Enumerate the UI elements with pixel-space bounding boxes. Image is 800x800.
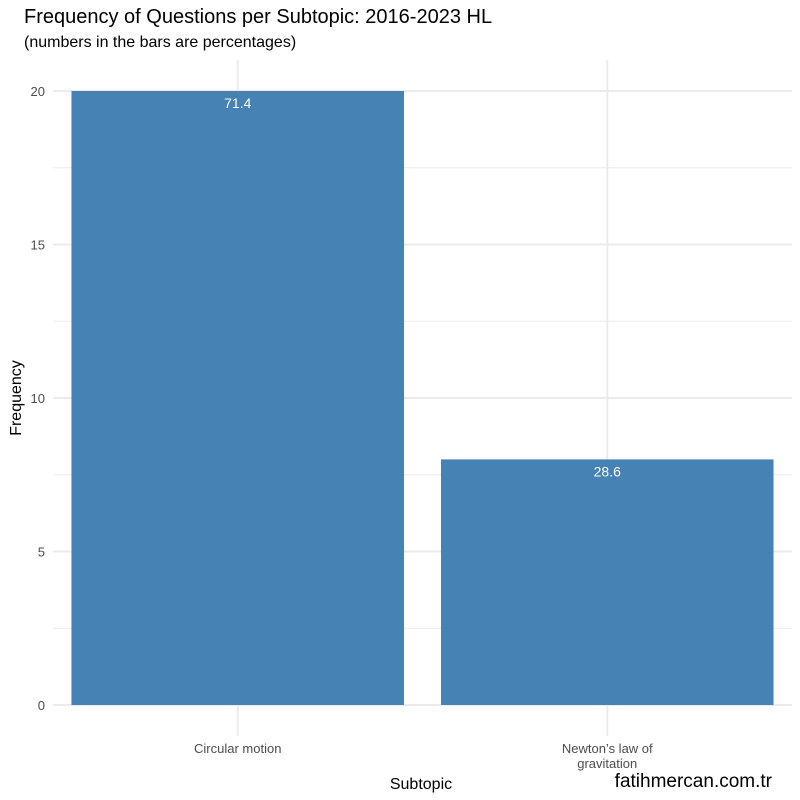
bar-value-labels: 71.4 28.6	[224, 95, 621, 479]
x-tick-label: Circular motion	[194, 741, 281, 756]
x-tick-label: Newton’s law of gravitation	[562, 741, 653, 771]
bar	[440, 459, 774, 705]
chart-title: Frequency of Questions per Subtopic: 201…	[24, 6, 493, 28]
y-tick-label: 5	[38, 545, 45, 560]
watermark-text: fatihmercan.com.tr	[614, 771, 772, 792]
y-tick-label: 0	[38, 698, 45, 713]
x-axis-ticks: Circular motion Newton’s law of gravitatio…	[194, 741, 653, 771]
bar-value-label: 28.6	[594, 463, 621, 479]
bar-value-label: 71.4	[224, 95, 251, 111]
bars	[71, 91, 774, 705]
x-axis-title: Subtopic	[390, 776, 452, 793]
y-tick-label: 15	[31, 238, 45, 253]
y-axis-ticks: 0 5 10 15 20	[31, 84, 45, 713]
bar	[71, 91, 405, 705]
y-tick-label: 20	[31, 84, 45, 99]
chart-subtitle: (numbers in the bars are percentages)	[24, 34, 297, 51]
y-tick-label: 10	[31, 391, 45, 406]
y-axis-title: Frequency	[8, 360, 25, 436]
